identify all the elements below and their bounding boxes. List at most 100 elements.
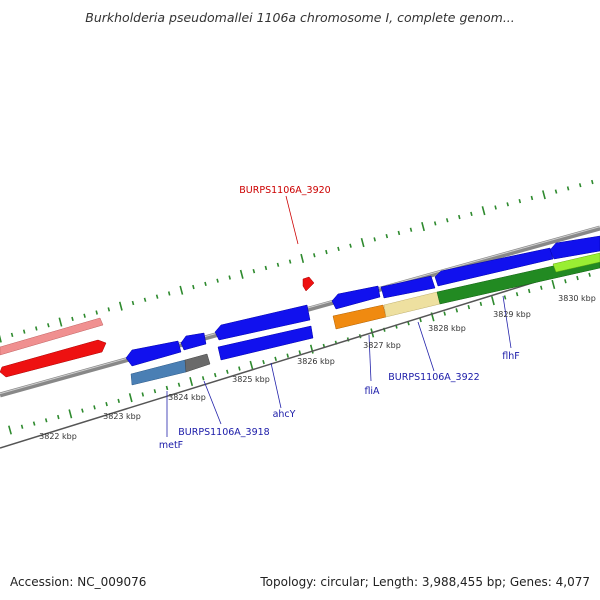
scale-tick — [503, 295, 507, 300]
scale-tick — [107, 307, 111, 312]
scale-tick — [118, 301, 123, 311]
feature-lower-2[interactable] — [184, 353, 211, 373]
scale-tick — [470, 211, 473, 216]
leader-ahcY — [270, 362, 282, 409]
scale-tick — [143, 297, 147, 302]
scale-tick — [95, 310, 98, 315]
scale-tick — [20, 424, 24, 429]
scale-tick — [576, 275, 579, 281]
scale-tick — [360, 237, 365, 248]
feature-upper-4[interactable] — [180, 332, 207, 351]
scale-tick — [204, 281, 207, 287]
feature-lower-3[interactable] — [217, 325, 314, 361]
scale-tick — [167, 291, 171, 296]
feature-upper-2[interactable] — [0, 339, 107, 378]
gene-label-flhF[interactable]: flhF — [502, 351, 519, 362]
scale-tick — [153, 389, 157, 394]
scale-tick — [35, 326, 38, 331]
scale-tick — [213, 372, 217, 378]
feature-upper-7[interactable] — [380, 275, 436, 299]
scale-tick — [433, 221, 437, 226]
scale-tick — [177, 382, 181, 387]
tick-label-3826: 3826 kbp — [297, 357, 335, 366]
scale-tick — [228, 275, 231, 280]
gene-label-fliA[interactable]: fliA — [364, 386, 380, 397]
scale-tick — [309, 344, 314, 354]
scale-tick — [252, 268, 256, 274]
tick-label-3824: 3824 kbp — [168, 393, 206, 402]
scale-tick — [238, 366, 241, 371]
feature-upper-9[interactable] — [549, 235, 600, 260]
scale-tick — [397, 230, 401, 236]
tick-label-3830: 3830 kbp — [558, 294, 596, 303]
scale-tick — [518, 199, 522, 204]
scale-tick — [288, 259, 292, 264]
topology-summary-text: Topology: circular; Length: 3,988,455 bp… — [260, 575, 590, 589]
scale-tick — [201, 376, 205, 381]
scale-tick — [189, 376, 194, 387]
gene-label-ahcY[interactable]: ahcY — [273, 409, 296, 420]
scale-tick — [337, 246, 340, 251]
scale-tick — [419, 317, 422, 323]
scale-tick — [325, 249, 328, 255]
scale-tick — [22, 329, 26, 334]
scale-tick — [192, 284, 195, 290]
scale-tick — [313, 253, 316, 258]
scale-tick — [540, 285, 543, 290]
scale-tick — [131, 300, 135, 306]
scale-tick — [458, 214, 461, 220]
scale-tick — [8, 425, 12, 435]
scale-tick — [530, 195, 534, 201]
scale-tick — [274, 356, 277, 362]
scale-tick — [551, 279, 556, 290]
feature-marker[interactable] — [302, 276, 315, 292]
accession-text: Accession: NC_009076 — [10, 575, 147, 589]
gene-label-BURPS1106A_3918[interactable]: BURPS1106A_3918 — [178, 427, 269, 438]
scale-tick — [105, 402, 108, 407]
tick-label-3827: 3827 kbp — [363, 341, 401, 350]
scale-tick — [179, 285, 184, 295]
scale-tick — [421, 221, 425, 232]
scale-tick — [83, 313, 86, 318]
scale-tick — [47, 323, 50, 328]
feature-upper-3[interactable] — [125, 340, 182, 367]
leader-flhF — [502, 295, 512, 349]
scale-tick — [10, 332, 14, 337]
scale-tick — [141, 392, 145, 397]
scale-tick — [239, 269, 244, 279]
feature-upper-5[interactable] — [214, 304, 311, 341]
tick-label-3829: 3829 kbp — [493, 310, 531, 319]
scale-tick — [81, 408, 84, 413]
scale-tick — [216, 278, 219, 283]
scale-tick — [71, 316, 74, 322]
leader-BURPS1106A_3922 — [417, 321, 435, 372]
scale-tick — [481, 206, 486, 216]
scale-tick — [93, 405, 96, 410]
scale-tick — [385, 234, 389, 239]
scale-tick — [566, 186, 570, 191]
map-title: Burkholderia pseudomallei 1106a chromoso… — [85, 10, 515, 25]
scale-tick — [264, 265, 268, 271]
scale-tick — [554, 189, 558, 194]
feature-upper-6[interactable] — [331, 285, 381, 310]
scale-tick — [276, 262, 280, 267]
gene-label-metF[interactable]: metF — [159, 440, 183, 451]
gene-label-BURPS1106A_3920[interactable]: BURPS1106A_3920 — [239, 185, 330, 196]
gene-label-BURPS1106A_3922[interactable]: BURPS1106A_3922 — [388, 372, 479, 383]
feature-lower-7[interactable] — [552, 252, 600, 273]
feature-upper-1[interactable] — [0, 317, 104, 356]
leader-BURPS1106A_3918 — [203, 380, 222, 425]
scale-tick — [506, 202, 509, 207]
scale-tick — [128, 393, 133, 403]
scale-tick — [0, 334, 2, 343]
scale-tick — [591, 179, 594, 185]
scale-tick — [44, 418, 48, 423]
scale-tick — [262, 359, 265, 365]
tick-label-3828: 3828 kbp — [428, 324, 466, 333]
tick-label-3823: 3823 kbp — [103, 412, 141, 421]
scale-tick — [491, 296, 495, 306]
feature-lower-4[interactable] — [332, 304, 387, 330]
scale-tick — [564, 279, 567, 284]
scale-tick — [494, 205, 497, 210]
